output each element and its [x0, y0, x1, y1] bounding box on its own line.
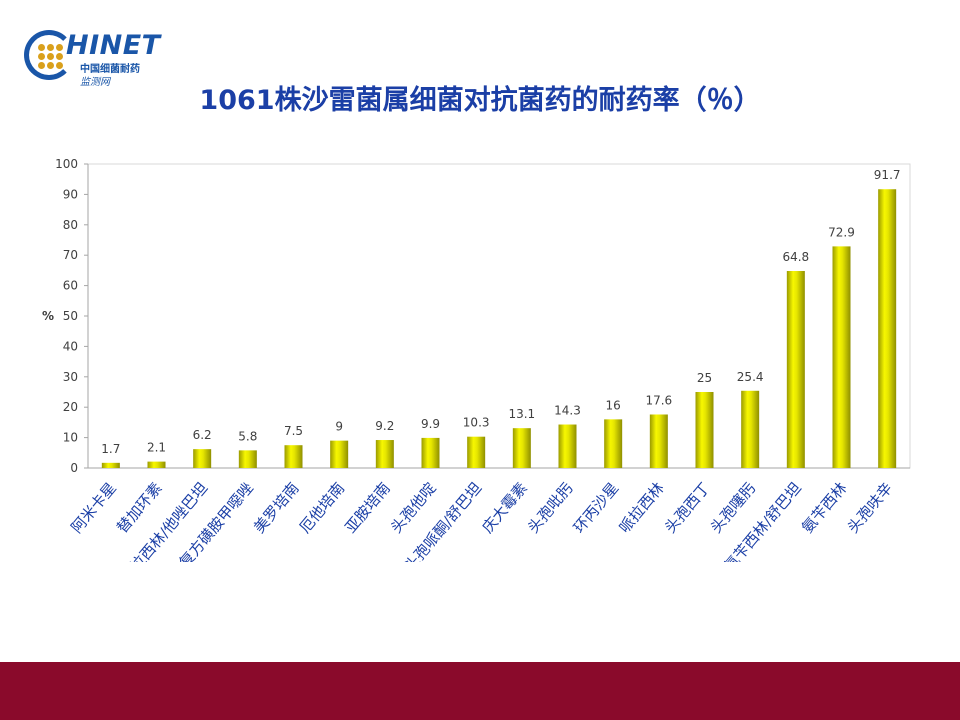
bar: [238, 450, 257, 468]
bar-value-label: 9.9: [421, 417, 440, 431]
x-tick-label: 头孢呋辛: [844, 479, 896, 537]
y-tick-label: 90: [63, 187, 78, 201]
y-axis: 0 10 20 30 40 50 60 70 80 90 100%: [42, 157, 910, 475]
logo-ring-icon: [24, 30, 74, 80]
bar: [649, 414, 668, 468]
bar-value-label: 25.4: [737, 370, 764, 384]
x-tick-label: 氨苄西林: [798, 479, 850, 537]
bar: [101, 462, 120, 468]
x-axis-labels: 阿米卡星替加环素哌拉西林/他唑巴坦复方磺胺甲噁唑美罗培南厄他培南亚胺培南头孢他啶…: [68, 479, 897, 562]
y-tick-label: 100: [55, 157, 78, 171]
bar-value-label: 64.8: [782, 250, 809, 264]
x-tick-label: 美罗培南: [250, 479, 302, 537]
hinet-logo: HINET 中国细菌耐药 监测网: [20, 26, 180, 96]
bar: [330, 440, 349, 468]
x-tick-label: 哌拉西林: [616, 479, 668, 537]
bar-value-label: 2.1: [147, 441, 166, 455]
bar-value-label: 13.1: [508, 407, 535, 421]
logo-subtitle-2: 监测网: [80, 77, 110, 88]
bar-value-label: 25: [697, 371, 712, 385]
x-tick-label: 头孢吡肟: [524, 479, 576, 537]
y-tick-label: 10: [63, 431, 78, 445]
y-tick-label: 80: [63, 218, 78, 232]
x-tick-label: 厄他培南: [296, 479, 348, 537]
y-axis-label: %: [42, 309, 54, 323]
footer-band: [0, 662, 960, 720]
bar: [695, 392, 714, 468]
bar: [558, 424, 577, 468]
bar-value-label: 9.2: [375, 419, 394, 433]
bar: [786, 271, 805, 468]
bar-value-label: 14.3: [554, 404, 581, 418]
bar: [193, 449, 212, 468]
y-tick-label: 20: [63, 400, 78, 414]
bar: [375, 440, 394, 468]
logo-subtitle: 中国细菌耐药: [80, 64, 140, 75]
y-tick-label: 50: [63, 309, 78, 323]
bar-value-label: 16: [606, 398, 621, 412]
bar: [741, 390, 760, 468]
y-tick-label: 30: [63, 370, 78, 384]
bar-value-label: 5.8: [238, 429, 257, 443]
x-tick-label: 亚胺培南: [342, 479, 394, 537]
bar-value-label: 9: [335, 420, 343, 434]
bar-value-label: 72.9: [828, 225, 855, 239]
plot-area: [87, 163, 911, 469]
bar-value-label: 6.2: [193, 428, 212, 442]
x-tick-label: 阿米卡星: [68, 479, 120, 537]
y-tick-label: 0: [70, 461, 78, 475]
bar: [421, 437, 440, 468]
bar-value-label: 91.7: [874, 168, 901, 182]
logo-name: HINET: [66, 30, 161, 61]
bar-value-label: 1.7: [101, 442, 120, 456]
x-tick-label: 环丙沙星: [570, 479, 622, 537]
slide-title: 1061株沙雷菌属细菌对抗菌药的耐药率（％）: [199, 85, 761, 116]
bar-value-label: 17.6: [645, 393, 672, 407]
logo-dots-icon: [38, 44, 68, 74]
bar-chart: 0 10 20 30 40 50 60 70 80 90 100% 1.7 2.1 6.2 5.8 7.5 9…: [30, 150, 932, 562]
bar: [512, 428, 531, 468]
y-tick-label: 40: [63, 339, 78, 353]
x-tick-label: 头孢西丁: [661, 479, 713, 537]
bar-value-label: 7.5: [284, 424, 303, 438]
y-tick-label: 60: [63, 279, 78, 293]
bars: 1.7 2.1 6.2 5.8 7.5 9 9.2 9.9 10.3 13.1 14.3 16 17.6…: [101, 168, 901, 468]
bar: [147, 461, 166, 468]
bar-value-label: 10.3: [463, 416, 490, 430]
bar: [467, 436, 486, 468]
x-tick-label: 庆大霉素: [479, 479, 531, 537]
y-tick-label: 70: [63, 248, 78, 262]
chart-svg: 0 10 20 30 40 50 60 70 80 90 100% 1.7 2.1 6.2 5.8 7.5 9…: [42, 157, 911, 562]
bar: [878, 189, 897, 468]
bar: [832, 246, 851, 468]
bar: [284, 445, 303, 468]
bar: [604, 419, 623, 468]
